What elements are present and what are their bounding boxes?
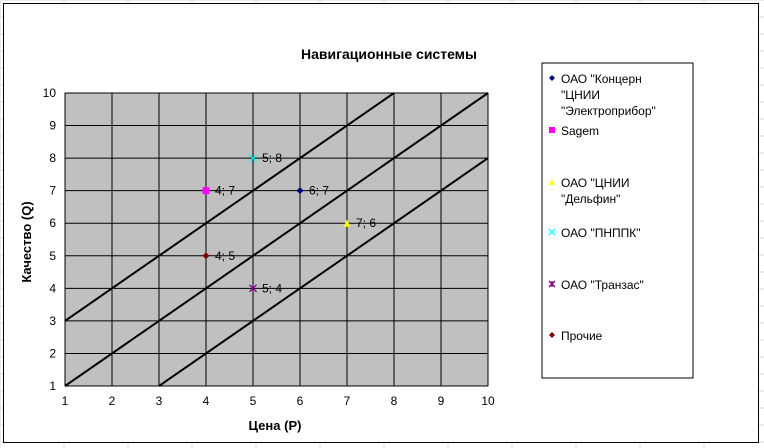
reference-line [158, 157, 489, 387]
legend-marker [549, 332, 555, 338]
legend-entry-label: Sagem [561, 124, 599, 138]
x-tick-label: 2 [109, 394, 116, 408]
data-point [202, 187, 210, 195]
x-tick-label: 7 [344, 394, 351, 408]
legend-entry-label: Прочие [561, 329, 603, 343]
legend-marker [549, 127, 555, 133]
chart-title: Навигационные системы [301, 46, 477, 62]
x-tick-label: 9 [438, 394, 445, 408]
x-tick-label: 10 [481, 394, 495, 408]
data-label: 5; 4 [262, 281, 282, 295]
legend-entry-label: ОАО "Концерн [561, 72, 642, 86]
x-axis-label: Цена (P) [249, 418, 302, 433]
legend-entry-label: "ЦНИИ [561, 88, 600, 102]
legend-marker [549, 179, 555, 185]
x-tick-label: 4 [203, 394, 210, 408]
reference-line [64, 92, 395, 322]
x-tick-label: 3 [156, 394, 163, 408]
data-labels: 6; 7 4; 7 7; 6 5; 8 5; 4 4; 5 [215, 151, 376, 295]
data-label: 7; 6 [356, 216, 376, 230]
data-label: 4; 5 [215, 249, 235, 263]
legend[interactable] [541, 62, 694, 379]
y-tick-label: 3 [49, 314, 56, 328]
y-tick-label: 9 [49, 119, 56, 133]
y-axis-label: Качество (Q) [19, 201, 34, 282]
legend-entry-label: "Дельфин" [561, 192, 620, 206]
data-point [202, 252, 210, 260]
y-tick-label: 4 [49, 281, 56, 295]
y-tick-label: 8 [49, 151, 56, 165]
legend-entry-label: ОАО "Транзас" [561, 278, 644, 292]
y-tick-label: 10 [43, 86, 57, 100]
legend-entry-label: ОАО "ПНППК" [561, 226, 641, 240]
data-point [343, 219, 351, 227]
y-tick-label: 2 [49, 346, 56, 360]
legend-entry-label: ОАО "ЦНИИ [561, 176, 630, 190]
y-tick-label: 5 [49, 249, 56, 263]
x-tick-label: 5 [250, 394, 257, 408]
chart-svg: Навигационные системы 1 2 3 4 5 6 7 8 9 10 1 2 3 4 5 6… [19, 46, 694, 433]
legend-entry-label: "Электроприбор" [561, 104, 656, 118]
y-tick-label: 6 [49, 216, 56, 230]
legend-marker [549, 75, 555, 81]
chart-area[interactable]: Навигационные системы 1 2 3 4 5 6 7 8 9 10 1 2 3 4 5 6… [3, 3, 759, 443]
reference-line [64, 92, 489, 387]
data-point [249, 284, 257, 293]
data-point [249, 154, 257, 163]
data-point [296, 187, 304, 195]
y-tick-label: 1 [49, 379, 56, 393]
x-tick-label: 6 [297, 394, 304, 408]
legend-items: ОАО "Концерн "ЦНИИ "Электроприбор" Sagem ОАО… [548, 72, 656, 343]
x-tick-label: 1 [62, 394, 69, 408]
data-label: 5; 8 [262, 151, 282, 165]
data-label: 6; 7 [309, 184, 329, 198]
gridlines [64, 92, 489, 387]
x-tick-label: 8 [391, 394, 398, 408]
x-axis-ticks: 1 2 3 4 5 6 7 8 9 10 [62, 394, 495, 408]
legend-marker [548, 280, 556, 288]
y-tick-label: 7 [49, 184, 56, 198]
data-points [202, 154, 351, 293]
data-label: 4; 7 [215, 184, 235, 198]
reference-lines [64, 92, 489, 387]
y-axis-ticks: 1 2 3 4 5 6 7 8 9 10 [43, 86, 57, 393]
legend-marker [548, 228, 556, 236]
